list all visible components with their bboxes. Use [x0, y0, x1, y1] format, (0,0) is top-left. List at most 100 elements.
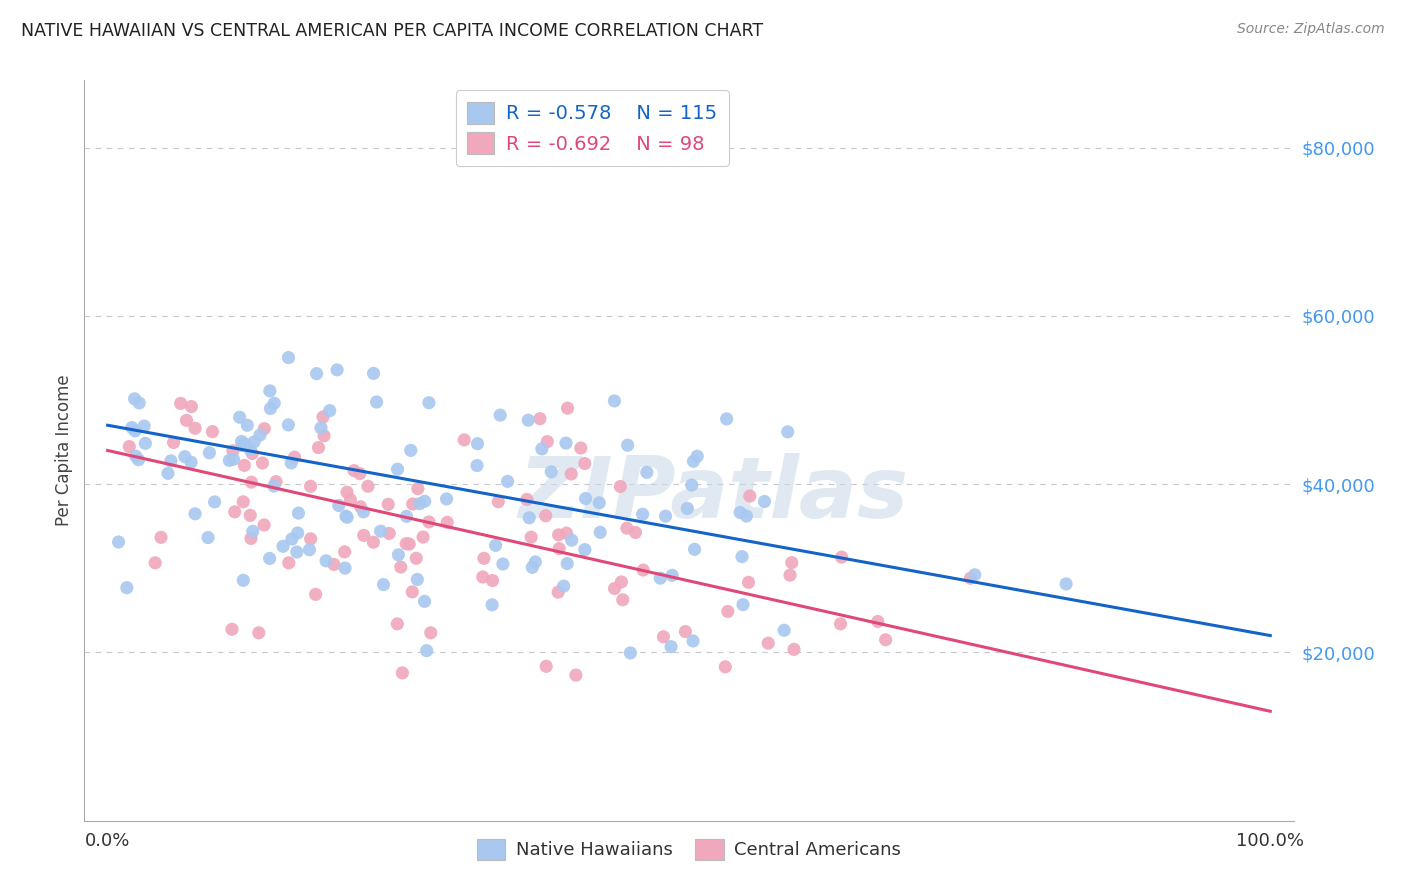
- Point: [357, 479, 380, 493]
- Point: [555, 526, 578, 541]
- Point: [681, 478, 703, 492]
- Point: [517, 511, 540, 525]
- Point: [682, 454, 704, 468]
- Point: [121, 420, 143, 434]
- Point: [738, 489, 761, 503]
- Point: [603, 393, 626, 408]
- Point: [259, 401, 281, 416]
- Point: [156, 467, 179, 481]
- Point: [233, 437, 256, 451]
- Point: [259, 384, 281, 398]
- Text: ZIPatlas: ZIPatlas: [517, 453, 908, 536]
- Point: [218, 453, 240, 467]
- Point: [197, 531, 219, 545]
- Point: [299, 532, 322, 546]
- Point: [333, 561, 356, 575]
- Text: Source: ZipAtlas.com: Source: ZipAtlas.com: [1237, 22, 1385, 37]
- Point: [565, 668, 588, 682]
- Point: [391, 665, 413, 680]
- Point: [118, 440, 141, 454]
- Point: [349, 500, 371, 514]
- Point: [472, 551, 495, 566]
- Point: [252, 456, 274, 470]
- Point: [661, 568, 683, 582]
- Point: [398, 537, 420, 551]
- Point: [529, 411, 551, 425]
- Point: [616, 438, 638, 452]
- Point: [676, 501, 699, 516]
- Point: [555, 557, 578, 571]
- Point: [1054, 577, 1077, 591]
- Point: [402, 497, 425, 511]
- Point: [132, 419, 155, 434]
- Point: [686, 450, 709, 464]
- Point: [714, 660, 737, 674]
- Point: [612, 592, 634, 607]
- Point: [298, 542, 321, 557]
- Point: [299, 479, 322, 493]
- Point: [240, 446, 263, 460]
- Point: [180, 455, 202, 469]
- Point: [616, 521, 638, 535]
- Point: [221, 622, 243, 636]
- Point: [387, 548, 409, 562]
- Point: [717, 604, 740, 618]
- Point: [170, 396, 193, 410]
- Point: [555, 436, 578, 450]
- Point: [224, 505, 246, 519]
- Point: [401, 585, 423, 599]
- Point: [305, 367, 328, 381]
- Point: [419, 625, 441, 640]
- Legend: Native Hawaiians, Central Americans: Native Hawaiians, Central Americans: [470, 832, 908, 867]
- Point: [406, 482, 429, 496]
- Point: [387, 462, 409, 476]
- Point: [378, 526, 401, 541]
- Point: [412, 530, 434, 544]
- Point: [377, 497, 399, 511]
- Point: [328, 499, 350, 513]
- Point: [323, 558, 346, 572]
- Point: [436, 516, 458, 530]
- Point: [754, 494, 776, 508]
- Point: [231, 434, 253, 449]
- Point: [471, 570, 494, 584]
- Point: [517, 413, 540, 427]
- Point: [522, 560, 544, 574]
- Point: [253, 422, 276, 436]
- Point: [395, 509, 418, 524]
- Point: [363, 535, 385, 549]
- Point: [162, 435, 184, 450]
- Point: [124, 424, 146, 438]
- Point: [553, 579, 575, 593]
- Point: [737, 575, 759, 590]
- Point: [619, 646, 641, 660]
- Point: [399, 443, 422, 458]
- Point: [232, 495, 254, 509]
- Point: [485, 538, 508, 552]
- Point: [496, 475, 519, 489]
- Point: [198, 446, 221, 460]
- Point: [232, 574, 254, 588]
- Point: [610, 574, 633, 589]
- Point: [233, 458, 256, 473]
- Point: [395, 537, 418, 551]
- Point: [318, 403, 340, 417]
- Point: [650, 571, 672, 585]
- Point: [682, 634, 704, 648]
- Point: [415, 643, 437, 657]
- Point: [305, 587, 328, 601]
- Point: [418, 395, 440, 409]
- Point: [418, 515, 440, 529]
- Point: [866, 615, 889, 629]
- Point: [287, 525, 309, 540]
- Point: [524, 555, 547, 569]
- Point: [735, 508, 758, 523]
- Point: [363, 367, 385, 381]
- Point: [831, 550, 853, 565]
- Point: [405, 551, 427, 566]
- Point: [652, 630, 675, 644]
- Point: [242, 524, 264, 539]
- Point: [173, 450, 195, 464]
- Point: [389, 560, 412, 574]
- Point: [222, 443, 245, 458]
